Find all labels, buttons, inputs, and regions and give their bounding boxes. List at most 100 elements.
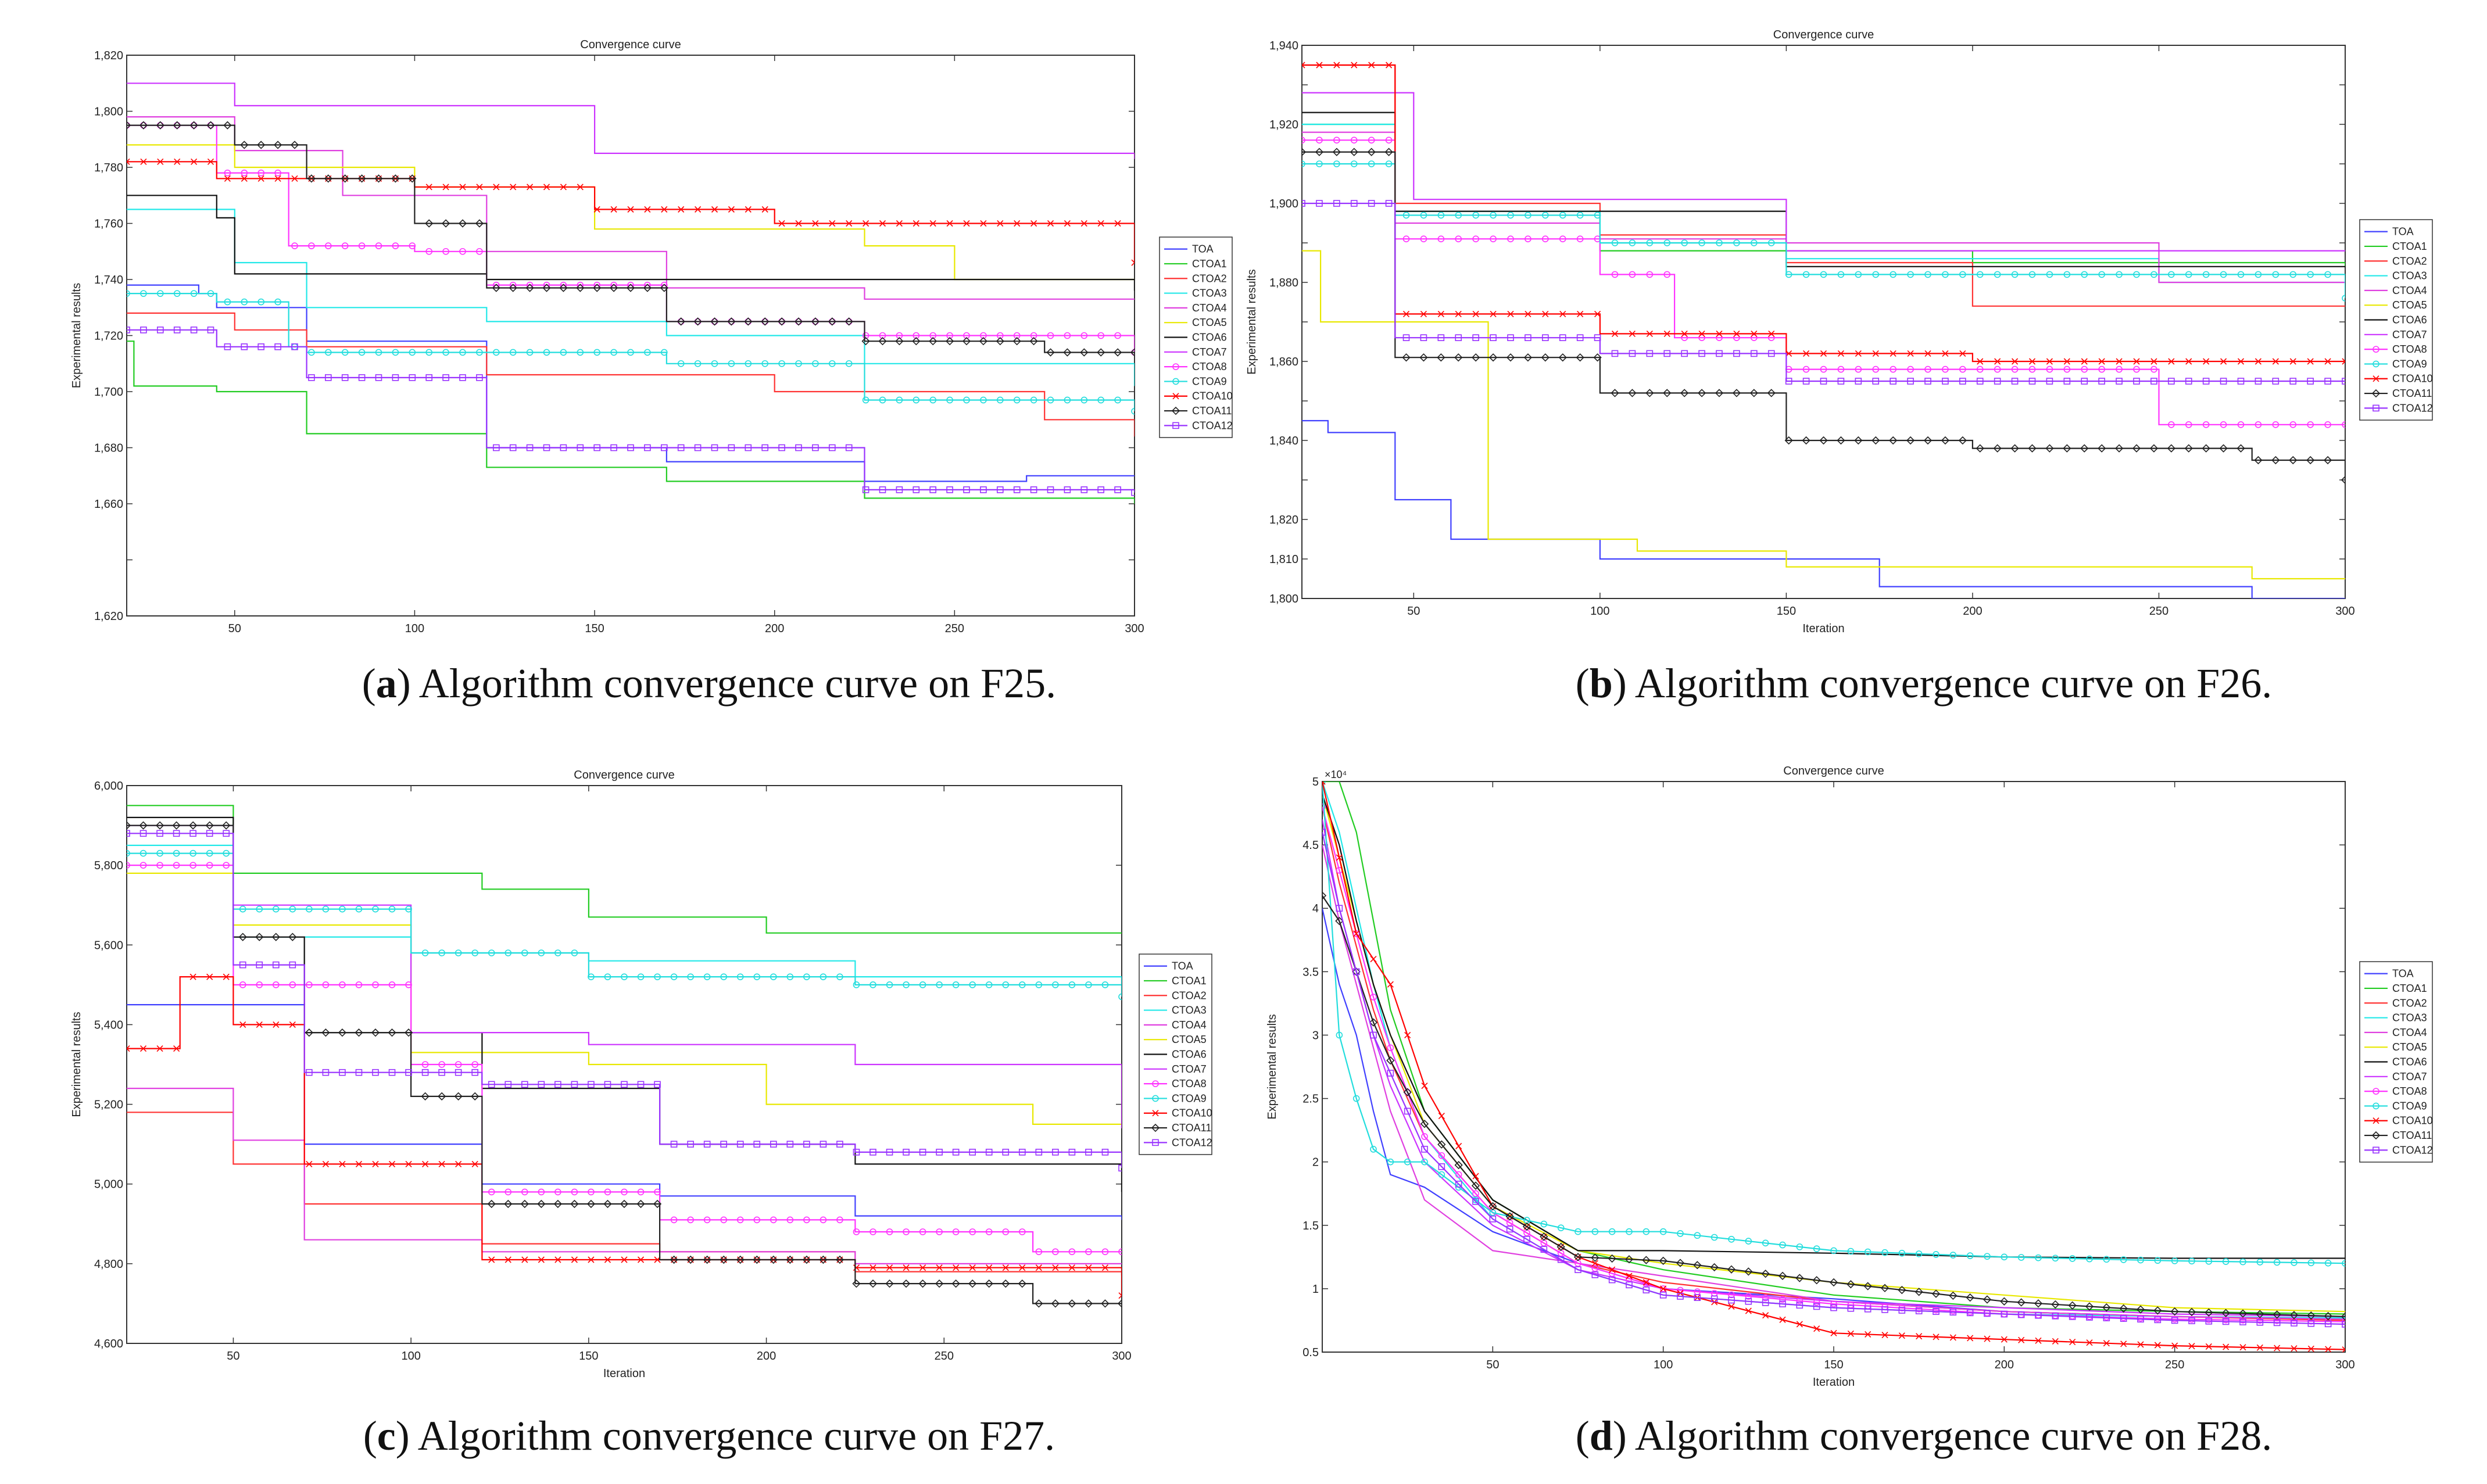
- series-marker: [409, 349, 416, 356]
- x-tick-label: 200: [765, 622, 784, 635]
- series-marker: [2017, 1298, 2026, 1307]
- series-marker: [190, 290, 198, 297]
- series-marker: [542, 284, 551, 292]
- series-marker: [224, 175, 231, 182]
- series-marker: [421, 1069, 429, 1076]
- series-marker: [127, 327, 130, 334]
- series-marker: [745, 444, 752, 451]
- series-marker: [2149, 444, 2159, 453]
- series-marker: [1906, 436, 1915, 445]
- series-marker: [1352, 1095, 1360, 1102]
- series-marker: [1984, 1335, 1991, 1342]
- series-marker: [1871, 436, 1880, 445]
- chart-title: Convergence curve: [1773, 28, 1874, 41]
- series-marker: [1813, 1245, 1820, 1252]
- series-marker: [1019, 1264, 1026, 1271]
- series-marker: [1101, 1248, 1109, 1256]
- y-tick-label: 1.5: [1302, 1220, 1319, 1232]
- series-marker: [1663, 389, 1672, 397]
- series-marker: [223, 849, 230, 857]
- series-marker: [375, 242, 382, 249]
- series-marker: [896, 396, 903, 404]
- series-marker: [1438, 1171, 1445, 1178]
- x-axis-label: Iteration: [1813, 1376, 1855, 1389]
- series-marker: [951, 1279, 960, 1288]
- chart-a: Convergence curve Experimental results 50 1…: [70, 38, 1233, 635]
- series-marker: [1101, 1299, 1110, 1308]
- series-marker: [1387, 1044, 1394, 1052]
- series-marker: [206, 862, 213, 869]
- series-marker: [962, 337, 971, 346]
- series-marker: [2271, 456, 2280, 465]
- series-marker: [1353, 930, 1360, 937]
- series-marker: [1316, 160, 1323, 167]
- series-marker: [1646, 330, 1653, 337]
- y-tick-label: 6,000: [94, 780, 123, 793]
- series-marker: [1403, 1088, 1412, 1096]
- series-marker: [1959, 350, 1966, 357]
- legend-label: CTOA10: [1172, 1107, 1212, 1119]
- x-tick-label: 200: [1963, 605, 1982, 618]
- series-marker: [321, 1028, 330, 1037]
- series-marker: [476, 248, 483, 255]
- series-marker: [554, 1188, 561, 1196]
- series-marker: [2289, 271, 2297, 278]
- series-marker: [1316, 137, 1323, 144]
- series-marker: [636, 1199, 645, 1209]
- series-marker: [1030, 396, 1037, 404]
- series-marker: [571, 1256, 578, 1263]
- series-marker: [476, 349, 483, 356]
- series-marker: [1559, 310, 1566, 317]
- series-marker: [1402, 310, 1410, 317]
- series-line-ctoa12: [127, 833, 1122, 1168]
- series-marker: [324, 174, 332, 183]
- series-marker: [1576, 212, 1584, 219]
- series-marker: [736, 1255, 745, 1264]
- series-marker: [441, 219, 450, 228]
- series-marker: [405, 905, 412, 913]
- series-marker: [1101, 981, 1109, 988]
- series-marker: [2239, 1318, 2246, 1325]
- series-marker: [1830, 1304, 1837, 1311]
- series-marker: [2098, 358, 2105, 365]
- series-marker: [1557, 1224, 1565, 1231]
- x-tick-label: 250: [2165, 1358, 2184, 1371]
- series-marker: [2291, 1320, 2298, 1327]
- series-marker: [936, 981, 943, 988]
- y-tick-label: 5,800: [94, 859, 123, 872]
- legend: TOA CTOA1 CTOA2 CTOA3 CTOA4 CTOA5 CTOA6 CTOA7 CT…: [1159, 236, 1233, 438]
- series-marker: [1063, 348, 1072, 357]
- series-marker: [1507, 212, 1514, 219]
- series-marker: [997, 332, 1004, 339]
- series-marker: [660, 284, 668, 292]
- series-marker: [306, 1160, 313, 1167]
- y-tick-label: 1,780: [94, 162, 123, 174]
- series-marker: [1019, 1228, 1026, 1235]
- series-marker: [1751, 330, 1758, 337]
- legend-label: CTOA4: [2392, 1027, 2427, 1038]
- series-marker: [953, 1264, 960, 1271]
- series-marker: [1949, 1252, 1957, 1259]
- series-marker: [1012, 337, 1021, 346]
- series-marker: [1302, 148, 1307, 156]
- series-marker: [1130, 348, 1135, 357]
- series-marker: [1046, 348, 1055, 357]
- legend-marker: [1172, 422, 1179, 429]
- series-marker: [985, 1279, 993, 1288]
- series-marker: [1131, 407, 1135, 415]
- series-marker: [1336, 1031, 1343, 1039]
- series-marker: [207, 327, 214, 334]
- series-marker: [239, 905, 246, 913]
- series-marker: [986, 1264, 993, 1271]
- series-marker: [736, 1216, 744, 1224]
- series-marker: [2291, 1259, 2298, 1266]
- series-marker: [1419, 353, 1428, 362]
- series-marker: [1387, 981, 1394, 988]
- x-tick-label: 50: [1407, 605, 1420, 618]
- series-marker: [1333, 137, 1340, 144]
- series-marker: [2272, 421, 2280, 428]
- series-marker: [471, 1069, 479, 1076]
- series-group: [1322, 782, 2345, 1352]
- series-marker: [836, 1141, 843, 1148]
- series-marker: [2171, 1257, 2178, 1264]
